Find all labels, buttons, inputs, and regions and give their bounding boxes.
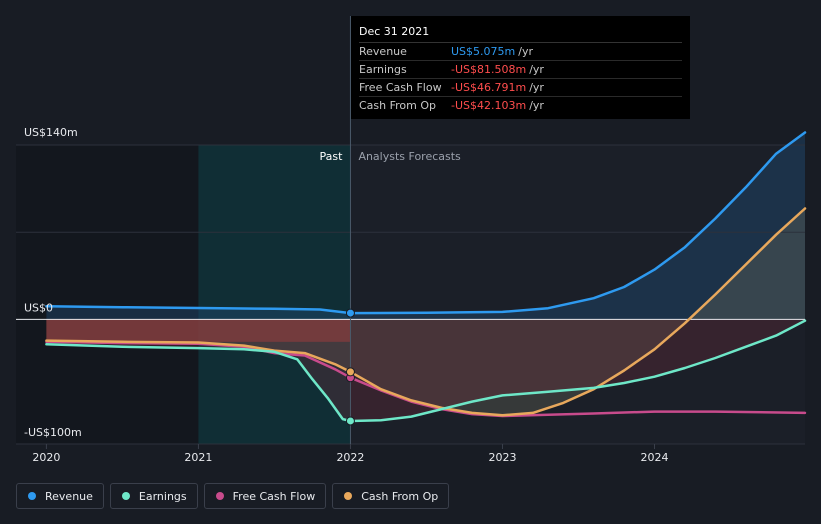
earnings-line xyxy=(45,319,807,423)
tooltip-row-earnings: Earnings -US$81.508m /yr xyxy=(359,61,682,79)
chart-gridlines xyxy=(16,16,805,449)
legend-dot-icon xyxy=(121,492,130,500)
negative-band-past xyxy=(46,319,351,342)
legend-label: Earnings xyxy=(138,489,187,503)
tooltip-value: -US$42.103m xyxy=(451,99,527,112)
tooltip-date: Dec 31 2021 xyxy=(359,24,682,43)
legend-item-cash-from-op[interactable]: Cash From Op xyxy=(332,483,450,509)
x-axis-label: 2021 xyxy=(184,451,212,464)
tooltip-value: -US$46.791m xyxy=(451,81,527,94)
tooltip-value: US$5.075m xyxy=(451,45,516,58)
x-axis-label: 2023 xyxy=(488,451,516,464)
hover-marker xyxy=(345,367,355,377)
y-axis-label: US$140m xyxy=(24,126,78,139)
hover-marker xyxy=(345,308,355,318)
chart-background xyxy=(16,145,805,444)
chart-labels: US$140m US$0 -US$100m 2020 2021 2022 2023 2024 P… xyxy=(24,126,668,464)
hover-tooltip: Dec 31 2021 Revenue US$5.075m /yr Earnin… xyxy=(351,16,690,119)
legend-label: Cash From Op xyxy=(361,489,439,503)
x-axis-label: 2020 xyxy=(32,451,60,464)
tooltip-label: Revenue xyxy=(359,45,407,58)
tooltip-row-free-cash-flow: Free Cash Flow -US$46.791m /yr xyxy=(359,79,682,97)
y-axis-label: -US$100m xyxy=(24,426,82,439)
legend-item-earnings[interactable]: Earnings xyxy=(109,483,198,509)
cash-from-op-line xyxy=(45,207,807,417)
chart-hover-markers xyxy=(345,308,355,426)
y-axis-label: US$0 xyxy=(24,301,53,314)
tooltip-value: -US$81.508m xyxy=(451,63,527,76)
legend-dot-icon xyxy=(344,492,353,500)
chart-series-lines xyxy=(45,131,807,423)
revenue-line xyxy=(45,131,807,315)
tooltip-unit: /yr xyxy=(529,99,544,112)
legend-item-free-cash-flow[interactable]: Free Cash Flow xyxy=(203,483,327,509)
tooltip-row-revenue: Revenue US$5.075m /yr xyxy=(359,43,682,61)
legend-dot-icon xyxy=(215,492,224,500)
tooltip-unit: /yr xyxy=(518,45,533,58)
tooltip-row-cash-from-op: Cash From Op -US$42.103m /yr xyxy=(359,97,682,114)
past-label: Past xyxy=(320,150,344,163)
chart-legend: Revenue Earnings Free Cash Flow Cash Fro… xyxy=(16,483,450,509)
hover-marker xyxy=(345,416,355,426)
tooltip-unit: /yr xyxy=(529,81,544,94)
legend-item-revenue[interactable]: Revenue xyxy=(16,483,104,509)
tooltip-unit: /yr xyxy=(529,63,544,76)
legend-label: Free Cash Flow xyxy=(232,489,316,503)
cash-from-op-area xyxy=(46,208,805,416)
forecast-region xyxy=(350,145,805,444)
revenue-area xyxy=(46,132,805,320)
legend-dot-icon xyxy=(28,492,36,500)
forecast-label: Analysts Forecasts xyxy=(358,150,461,163)
x-axis-label: 2022 xyxy=(336,451,364,464)
tooltip-label: Free Cash Flow xyxy=(359,81,442,94)
tooltip-label: Earnings xyxy=(359,63,407,76)
tooltip-label: Cash From Op xyxy=(359,99,437,112)
x-axis-label: 2024 xyxy=(640,451,668,464)
legend-label: Revenue xyxy=(45,489,93,503)
